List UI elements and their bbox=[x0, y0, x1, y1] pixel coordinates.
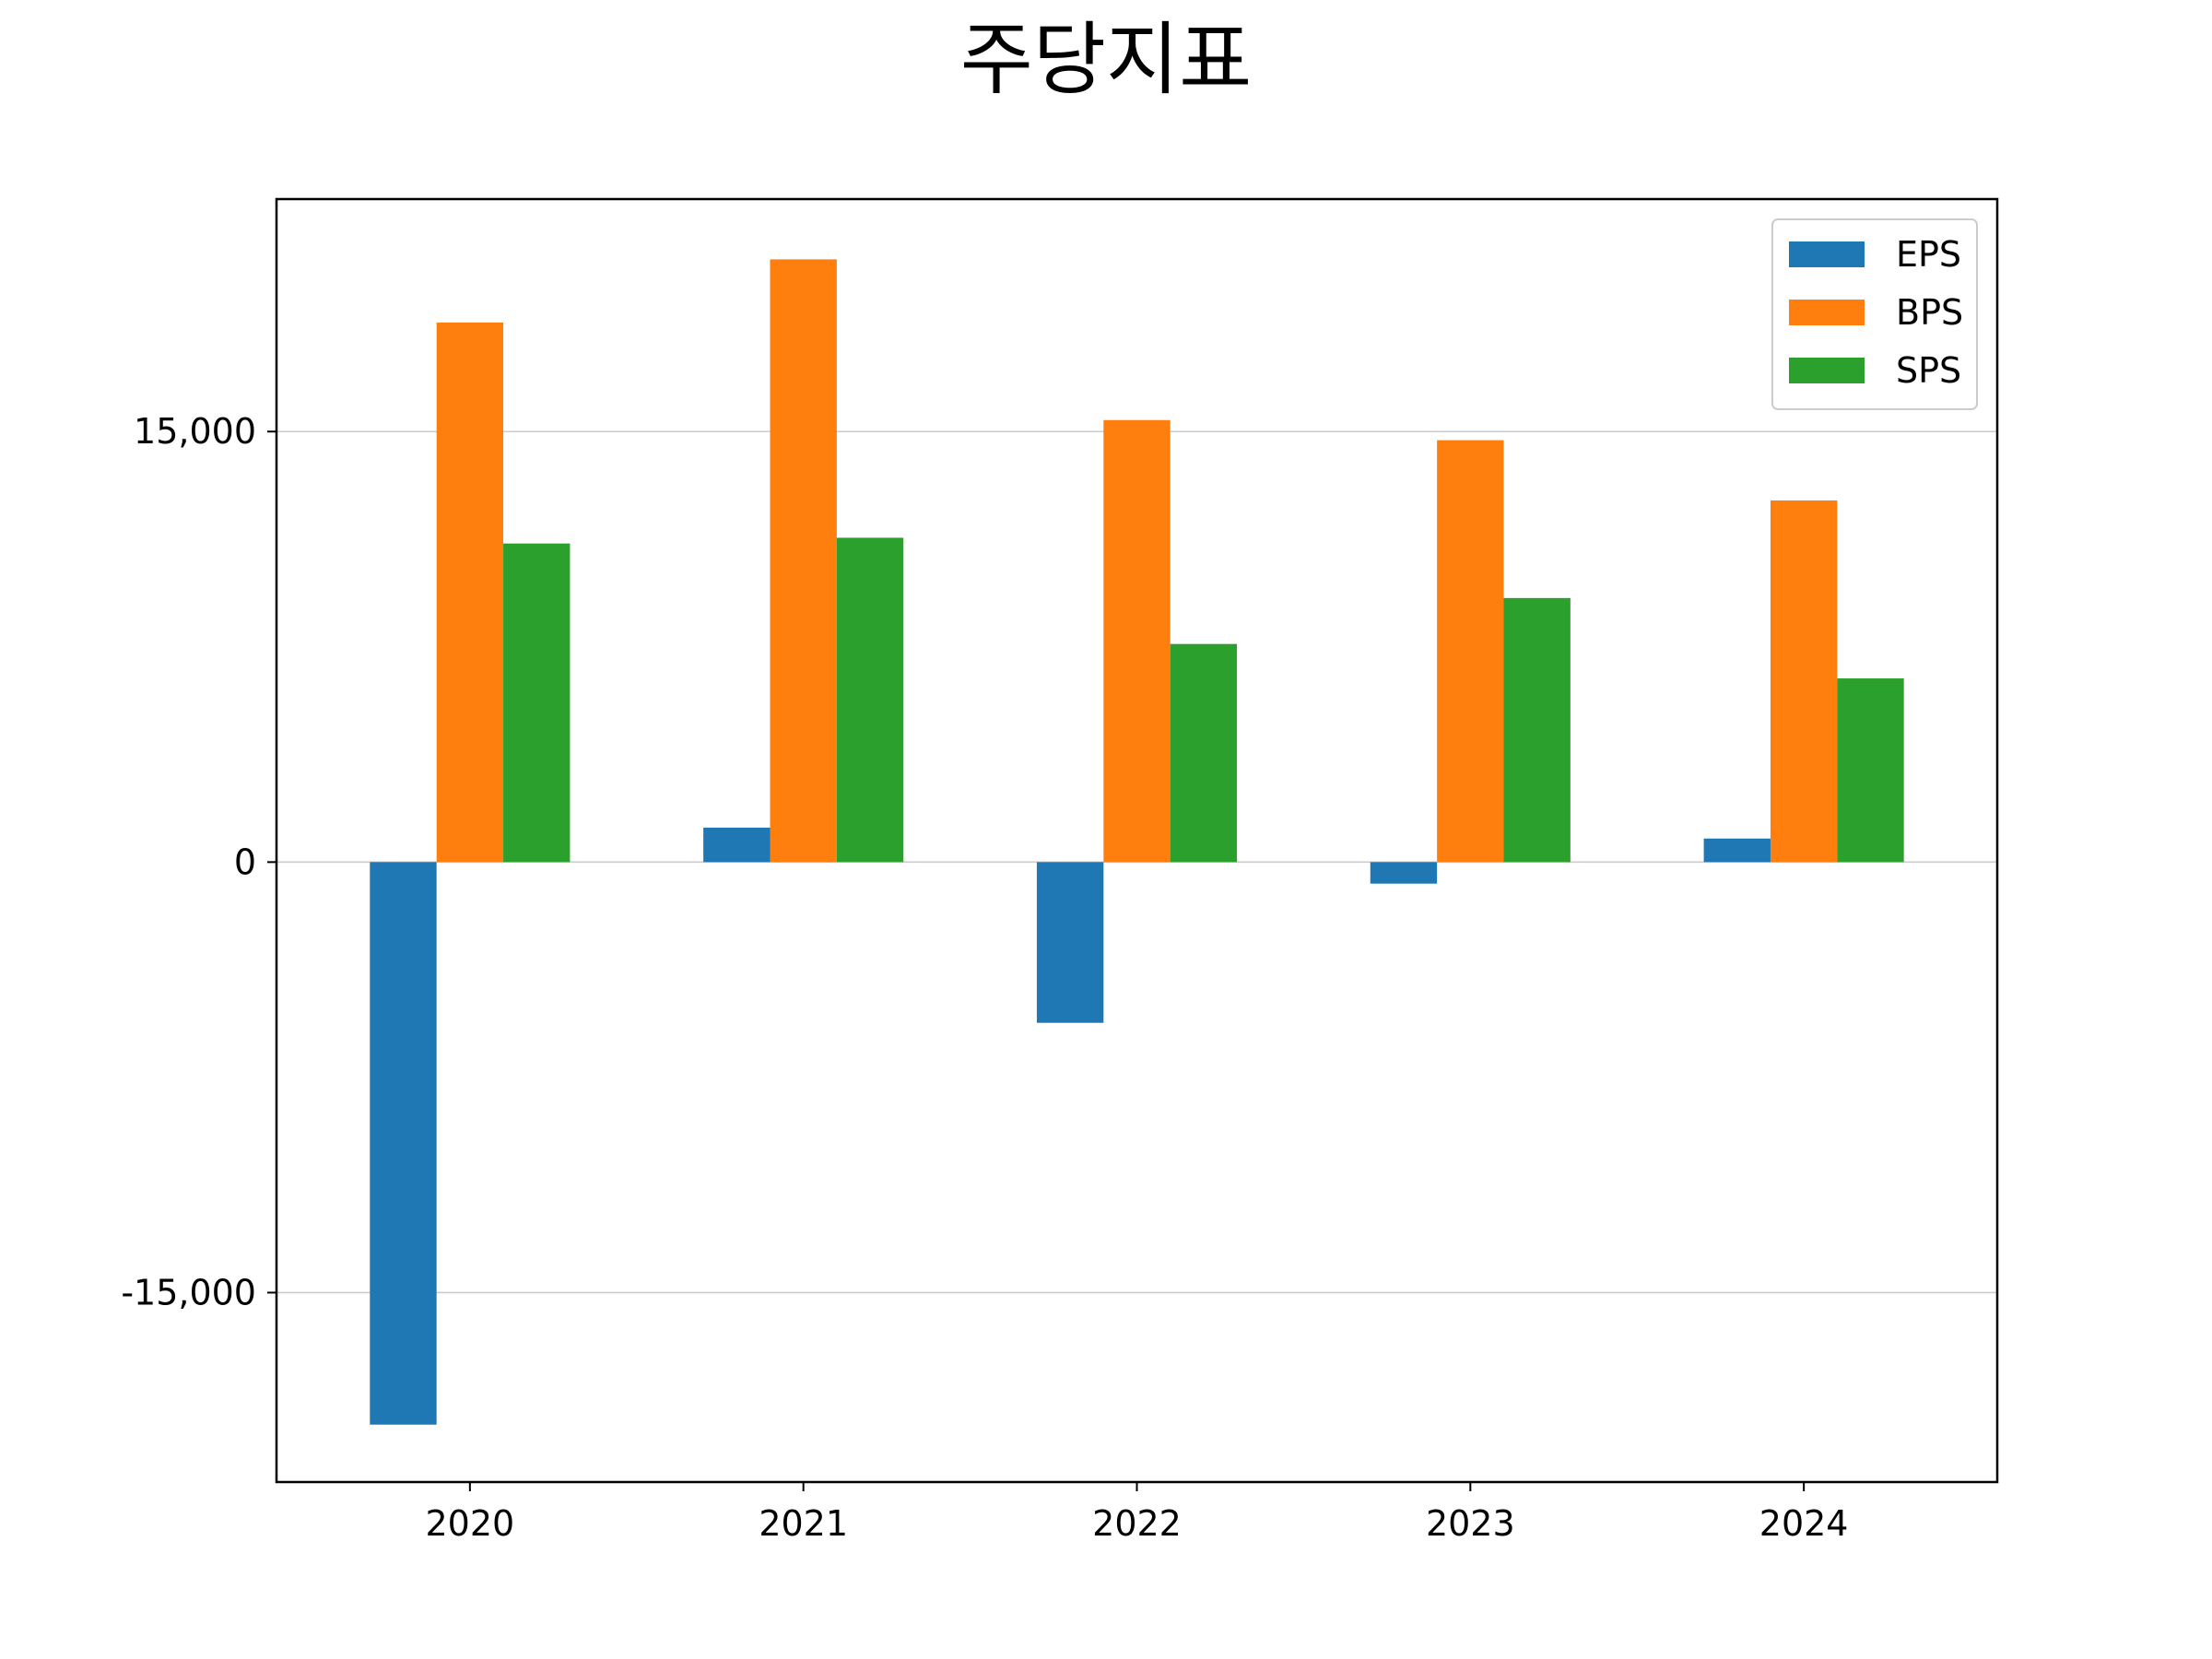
bar-eps-2024 bbox=[1703, 838, 1771, 863]
x-tick-label: 2024 bbox=[1759, 1503, 1849, 1544]
legend-swatch-bps bbox=[1789, 300, 1865, 325]
bar-sps-2023 bbox=[1503, 597, 1571, 863]
bar-bps-2023 bbox=[1437, 440, 1504, 863]
bar-sps-2021 bbox=[836, 537, 904, 863]
legend: EPS BPS SPS bbox=[1771, 218, 1978, 410]
bar-eps-2020 bbox=[370, 862, 437, 1425]
bar-eps-2023 bbox=[1370, 862, 1438, 884]
x-tick-label: 2021 bbox=[759, 1503, 848, 1544]
bar-bps-2024 bbox=[1770, 500, 1838, 863]
x-tick-label: 2023 bbox=[1426, 1503, 1515, 1544]
bar-bps-2020 bbox=[436, 322, 504, 863]
y-tick-label: 15,000 bbox=[134, 411, 256, 452]
bar-eps-2022 bbox=[1036, 862, 1104, 1023]
legend-swatch-eps bbox=[1789, 241, 1865, 267]
axes: -15,000 0 15,000 2020 2021 2022 2023 2024 bbox=[121, 411, 1848, 1544]
bar-bps-2021 bbox=[770, 259, 837, 863]
y-tick-label: 0 bbox=[234, 841, 256, 882]
legend-label-bps: BPS bbox=[1896, 292, 1963, 333]
x-tick-label: 2020 bbox=[425, 1503, 514, 1544]
x-tick-label: 2022 bbox=[1092, 1503, 1182, 1544]
legend-label-sps: SPS bbox=[1896, 350, 1961, 391]
chart-title: 주당지표 bbox=[959, 14, 1253, 106]
legend-swatch-sps bbox=[1789, 358, 1865, 383]
bar-bps-2022 bbox=[1103, 419, 1171, 863]
bars bbox=[370, 259, 1904, 1425]
legend-label-eps: EPS bbox=[1896, 234, 1961, 275]
bar-sps-2022 bbox=[1170, 643, 1238, 863]
bar-sps-2020 bbox=[503, 543, 571, 863]
bar-sps-2024 bbox=[1837, 678, 1904, 863]
bar-eps-2021 bbox=[703, 827, 771, 863]
y-tick-label: -15,000 bbox=[121, 1272, 256, 1312]
